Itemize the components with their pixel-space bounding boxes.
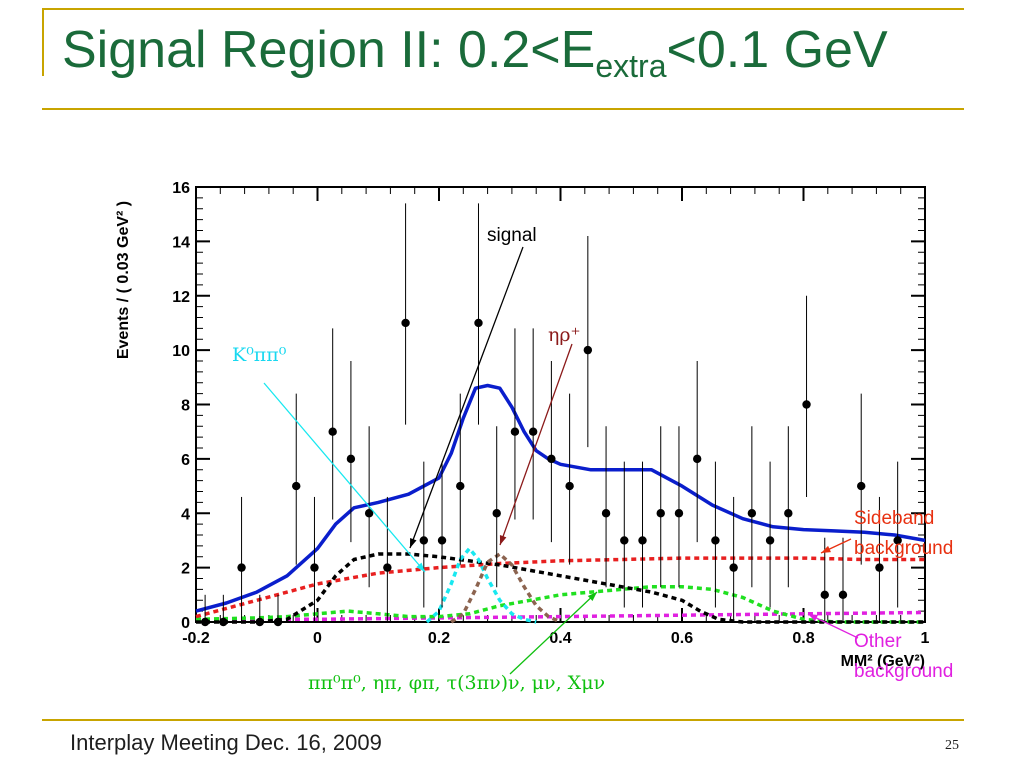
data-point: [310, 563, 319, 572]
curve-other: [196, 610, 926, 622]
annotation-green-modes: ππ⁰π⁰, ηπ, φπ, τ(3πν)ν, μν, Χμν: [308, 672, 605, 694]
data-point: [255, 617, 264, 627]
y-tick-label: 12: [172, 289, 190, 306]
curve-K0pipi0: [425, 546, 537, 624]
title-end: <0.1 GeV: [666, 21, 888, 79]
data-point: [474, 318, 483, 328]
x-axis-label: MM² (GeV²): [841, 653, 925, 670]
data-point: [802, 400, 811, 409]
annotation-etarho: ηρ⁺: [548, 324, 581, 346]
arrow-K0pipi0-head: [416, 562, 425, 572]
footer-text: Interplay Meeting Dec. 16, 2009: [70, 730, 382, 755]
y-axis-label: Events / ( 0.03 GeV² ): [115, 201, 132, 359]
data-point: [364, 509, 374, 518]
data-point: [346, 454, 356, 464]
y-tick-label: 14: [172, 234, 190, 251]
y-tick-label: 8: [181, 398, 190, 415]
y-tick-label: 10: [172, 343, 190, 360]
data-point: [547, 454, 556, 464]
data-points: [200, 203, 902, 627]
annotation-arrows: [263, 246, 859, 675]
title-top-rule: [42, 8, 964, 10]
data-point: [765, 536, 775, 545]
x-tick-label: 0.4: [549, 630, 571, 647]
data-point: [857, 481, 866, 491]
title-subscript: extra: [595, 48, 667, 84]
arrow-K0pipi0-line: [263, 382, 426, 573]
data-point: [838, 590, 848, 600]
annotation-sideband-line1: Sideband: [854, 508, 934, 529]
data-point: [273, 617, 283, 627]
data-point: [219, 617, 228, 627]
data-point: [200, 617, 210, 627]
data-point: [437, 536, 447, 545]
curve-etarho: [450, 552, 562, 624]
data-point: [747, 509, 757, 518]
y-tick-label: 16: [172, 180, 190, 197]
data-point: [729, 563, 738, 572]
data-point: [656, 509, 665, 518]
x-tick-label: -0.2: [182, 630, 210, 647]
data-point: [875, 563, 884, 572]
annotation-K0pipi0: K⁰ππ⁰: [232, 344, 287, 366]
data-point: [528, 427, 538, 436]
curve-sideband: [195, 556, 925, 619]
data-point: [674, 509, 684, 518]
curve-green: [195, 584, 925, 624]
annotation-other-line2: background: [854, 661, 953, 682]
page-number: 25: [945, 738, 959, 753]
annotation-other-line1: Other: [854, 631, 902, 652]
data-point: [401, 318, 410, 328]
data-point: [419, 536, 429, 545]
data-point: [711, 536, 720, 545]
annotation-sideband-line2: background: [854, 538, 953, 559]
data-point: [328, 427, 337, 436]
data-point: [237, 563, 246, 572]
x-tick-label: 0.2: [428, 630, 450, 647]
data-point: [456, 481, 465, 491]
arrow-green-line: [509, 591, 598, 675]
y-tick-label: 6: [181, 452, 190, 469]
title-accent-bar: [42, 8, 44, 76]
x-tick-label: 0.8: [792, 630, 814, 647]
arrow-other-head: [808, 614, 818, 622]
arrow-etarho-line: [499, 343, 573, 546]
title-main: Signal Region II: 0.2<E: [62, 21, 596, 79]
curve-total: [195, 383, 926, 613]
data-point: [383, 563, 392, 572]
slide-title: Signal Region II: 0.2<Eextra<0.1 GeV: [62, 20, 888, 85]
data-point: [565, 481, 574, 491]
footer-rule: [42, 719, 964, 721]
data-point: [893, 536, 902, 545]
data-point: [820, 590, 829, 600]
arrow-etarho-head: [499, 535, 507, 545]
data-point: [510, 427, 520, 436]
x-tick-label: 0.6: [671, 630, 693, 647]
data-point: [492, 509, 501, 518]
x-tick-label: 1: [921, 630, 930, 647]
annotation-signal: signal: [487, 225, 537, 246]
data-point: [292, 481, 301, 491]
y-tick-label: 0: [181, 615, 190, 632]
curve-signal_black: [196, 552, 925, 624]
y-tick-label: 2: [181, 561, 190, 578]
data-point: [638, 536, 647, 545]
data-point: [784, 509, 793, 518]
arrow-green-head: [587, 592, 597, 601]
fit-curves: [195, 383, 926, 624]
y-tick-label: 4: [181, 506, 190, 523]
title-bottom-rule: [42, 108, 964, 110]
arrow-sideband-head: [821, 545, 831, 553]
arrow-signal-line: [409, 246, 524, 549]
data-point: [692, 454, 702, 464]
data-point: [620, 536, 629, 545]
arrow-signal-head: [410, 538, 417, 548]
data-point: [601, 509, 611, 518]
x-tick-label: 0: [313, 630, 322, 647]
data-point: [583, 345, 593, 355]
